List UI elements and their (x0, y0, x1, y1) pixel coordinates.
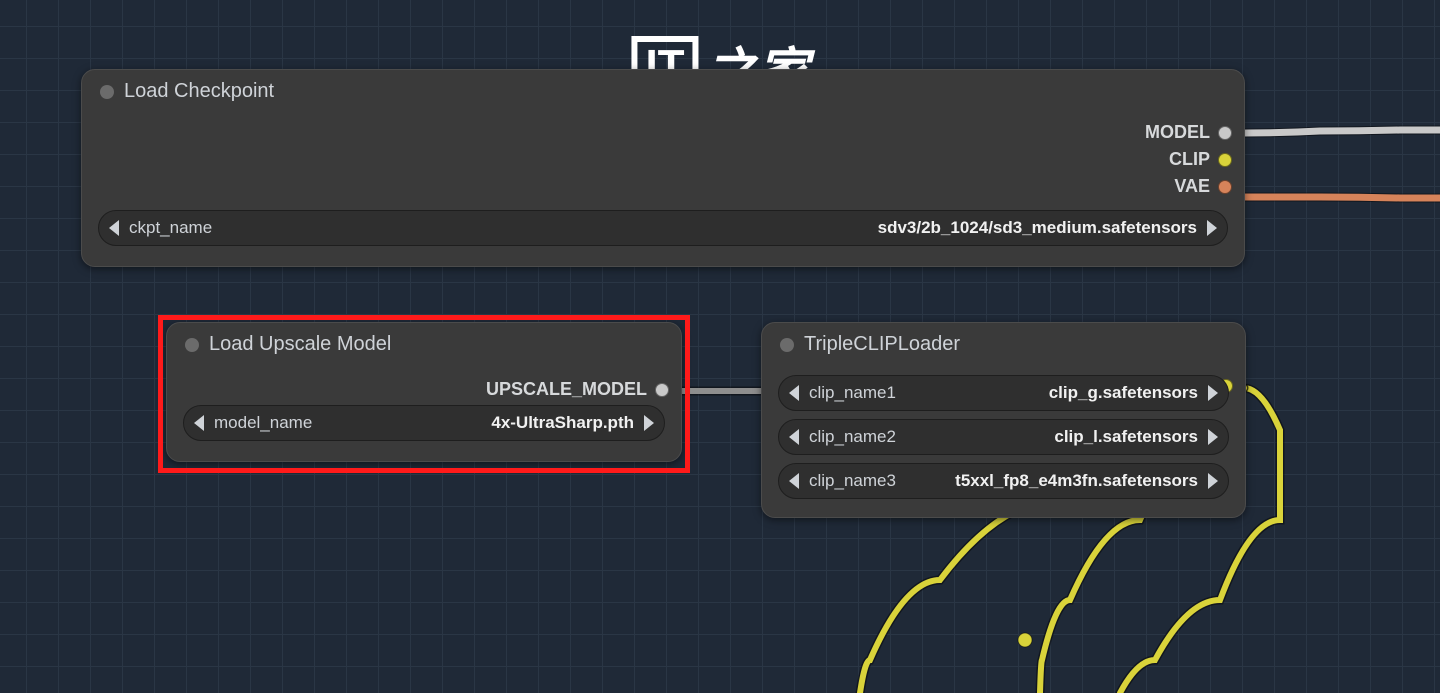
widget-value: clip_g.safetensors (1049, 383, 1198, 403)
widget-label: model_name (214, 413, 312, 433)
widget-label: clip_name1 (809, 383, 896, 403)
chevron-right-icon[interactable] (1207, 220, 1217, 236)
widget-value: 4x-UltraSharp.pth (491, 413, 634, 433)
output-label: CLIP (1169, 149, 1210, 170)
chevron-left-icon[interactable] (109, 220, 119, 236)
node-load-checkpoint[interactable]: Load Checkpoint MODEL CLIP VAE ckpt_name… (81, 69, 1245, 267)
chevron-right-icon[interactable] (644, 415, 654, 431)
node-header[interactable]: Load Upscale Model (167, 323, 681, 364)
widget-ckpt-name[interactable]: ckpt_name sdv3/2b_1024/sd3_medium.safete… (98, 210, 1228, 246)
widget-clip-name-1[interactable]: clip_name1 clip_g.safetensors (778, 375, 1229, 411)
chevron-left-icon[interactable] (789, 385, 799, 401)
chevron-right-icon[interactable] (1208, 385, 1218, 401)
widget-value: sdv3/2b_1024/sd3_medium.safetensors (878, 218, 1197, 238)
chevron-right-icon[interactable] (1208, 473, 1218, 489)
chevron-left-icon[interactable] (194, 415, 204, 431)
widget-label: clip_name3 (809, 471, 896, 491)
node-triple-clip-loader[interactable]: TripleCLIPLoader CLIP clip_name1 clip_g.… (761, 322, 1246, 518)
port-model-icon[interactable] (1218, 126, 1232, 140)
widget-value: t5xxl_fp8_e4m3fn.safetensors (955, 471, 1198, 491)
node-collapse-dot-icon[interactable] (100, 85, 114, 99)
node-load-upscale-model[interactable]: Load Upscale Model UPSCALE_MODEL model_n… (166, 322, 682, 462)
widget-label: ckpt_name (129, 218, 212, 238)
node-collapse-dot-icon[interactable] (185, 338, 199, 352)
node-title: TripleCLIPLoader (804, 333, 960, 356)
widget-label: clip_name2 (809, 427, 896, 447)
port-clip-icon[interactable] (1218, 153, 1232, 167)
output-label: VAE (1174, 176, 1210, 197)
widget-value: clip_l.safetensors (1054, 427, 1198, 447)
chevron-left-icon[interactable] (789, 473, 799, 489)
node-header[interactable]: TripleCLIPLoader (762, 323, 1245, 364)
output-label: MODEL (1145, 122, 1210, 143)
chevron-right-icon[interactable] (1208, 429, 1218, 445)
node-header[interactable]: Load Checkpoint (82, 70, 1244, 111)
port-vae-icon[interactable] (1218, 180, 1232, 194)
output-vae[interactable]: VAE (1174, 176, 1232, 197)
output-model[interactable]: MODEL (1145, 122, 1232, 143)
output-clip[interactable]: CLIP (1169, 149, 1232, 170)
widget-clip-name-2[interactable]: clip_name2 clip_l.safetensors (778, 419, 1229, 455)
node-title: Load Upscale Model (209, 333, 391, 356)
widget-clip-name-3[interactable]: clip_name3 t5xxl_fp8_e4m3fn.safetensors (778, 463, 1229, 499)
node-collapse-dot-icon[interactable] (780, 338, 794, 352)
node-title: Load Checkpoint (124, 80, 274, 103)
chevron-left-icon[interactable] (789, 429, 799, 445)
widget-model-name[interactable]: model_name 4x-UltraSharp.pth (183, 405, 665, 441)
port-upscale-model-icon[interactable] (655, 383, 669, 397)
node-outputs: MODEL CLIP VAE (1145, 122, 1232, 197)
